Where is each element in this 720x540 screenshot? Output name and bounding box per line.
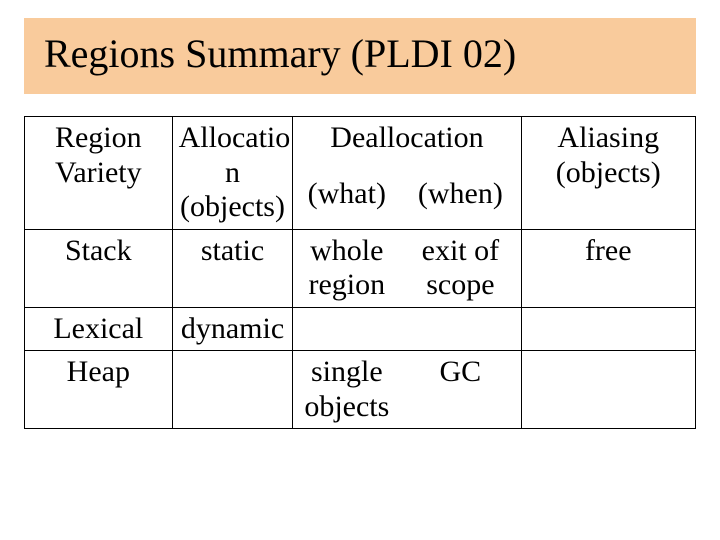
cell-stack-what: whole region (293, 229, 400, 307)
table-row: Stack static whole region exit of scope … (25, 229, 696, 307)
slide-title: Regions Summary (PLDI 02) (44, 32, 676, 76)
cell-lexical-variety: Lexical (25, 307, 173, 351)
table-row: Heap single objects GC (25, 351, 696, 429)
cell-lexical-allocation: dynamic (172, 307, 293, 351)
cell-lexical-aliasing (521, 307, 696, 351)
cell-heap-when: GC (400, 351, 521, 429)
header-dealloc-what: (what) (293, 173, 400, 229)
cell-heap-allocation (172, 351, 293, 429)
cell-lexical-when (400, 307, 521, 351)
cell-stack-allocation: static (172, 229, 293, 307)
cell-heap-aliasing (521, 351, 696, 429)
title-box: Regions Summary (PLDI 02) (24, 18, 696, 94)
header-deallocation: Deallocation (293, 117, 521, 173)
header-allocation: Allocatio n (objects) (172, 117, 293, 230)
table-row: Lexical dynamic (25, 307, 696, 351)
regions-table: Region Variety Allocatio n (objects) Dea… (24, 116, 696, 429)
cell-heap-what: single objects (293, 351, 400, 429)
cell-stack-when: exit of scope (400, 229, 521, 307)
slide: Regions Summary (PLDI 02) Region Variety… (0, 0, 720, 540)
header-aliasing: Aliasing (objects) (521, 117, 696, 230)
cell-lexical-what (293, 307, 400, 351)
header-dealloc-when: (when) (400, 173, 521, 229)
cell-stack-variety: Stack (25, 229, 173, 307)
cell-stack-aliasing: free (521, 229, 696, 307)
cell-heap-variety: Heap (25, 351, 173, 429)
header-region-variety: Region Variety (25, 117, 173, 230)
table-header-row: Region Variety Allocatio n (objects) Dea… (25, 117, 696, 173)
